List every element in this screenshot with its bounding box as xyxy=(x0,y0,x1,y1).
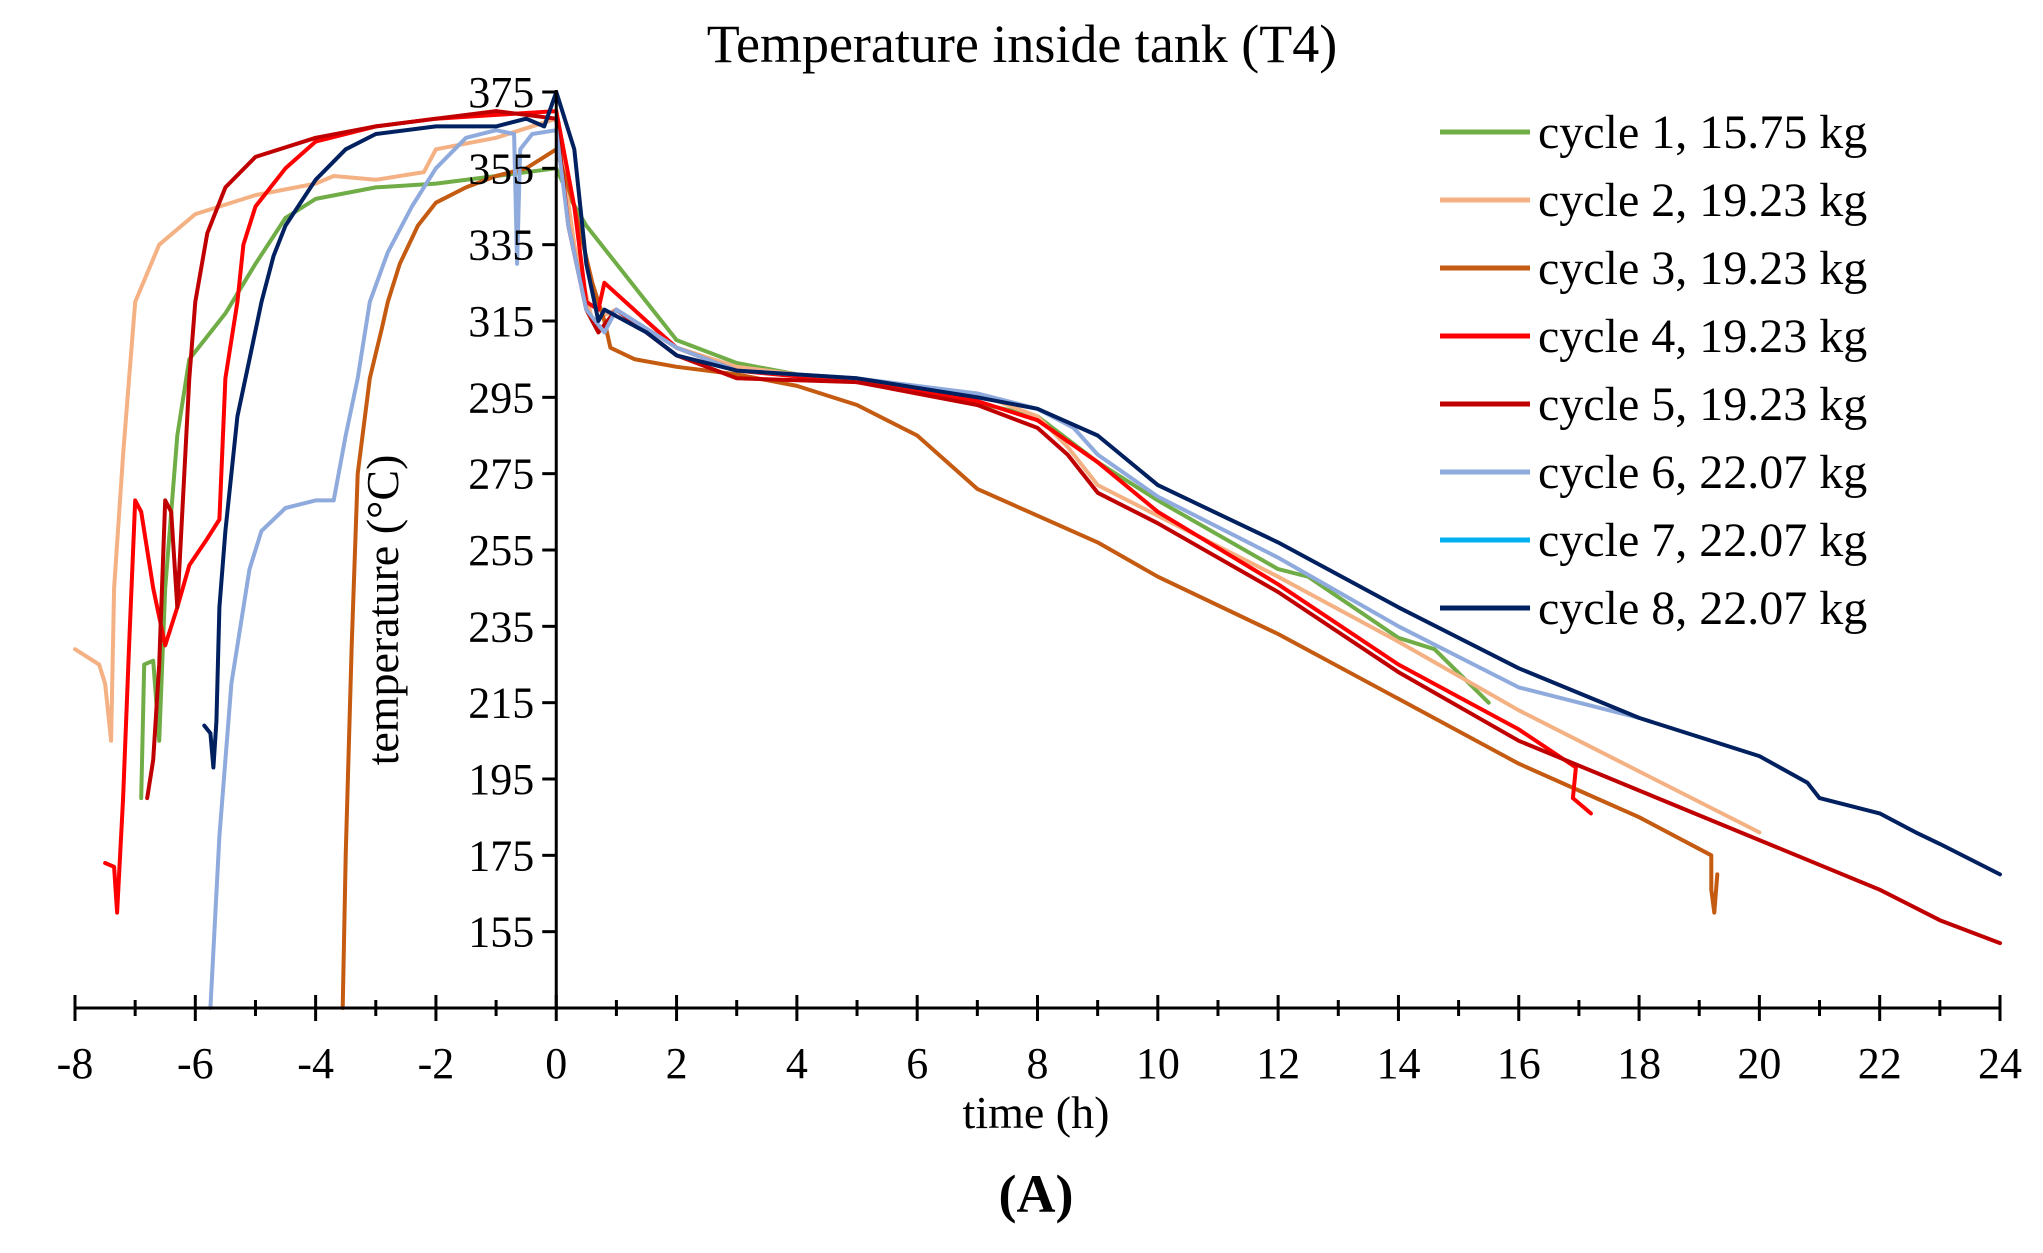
legend-label-cycle-7: cycle 7, 22.07 kg xyxy=(1538,514,1867,567)
series-layer xyxy=(73,90,2002,1010)
x-tick-label: 8 xyxy=(1027,1039,1049,1088)
y-tick-label: 255 xyxy=(468,526,534,575)
figure-caption: (A) xyxy=(999,1164,1074,1224)
x-tick-label: -8 xyxy=(57,1039,94,1088)
x-tick-label: -2 xyxy=(418,1039,455,1088)
legend-label-cycle-3: cycle 3, 19.23 kg xyxy=(1538,242,1867,295)
y-tick-label: 335 xyxy=(468,221,534,270)
x-tick-label: 18 xyxy=(1617,1039,1661,1088)
x-tick-label: 0 xyxy=(545,1039,567,1088)
x-tick-label: 20 xyxy=(1737,1039,1781,1088)
y-tick-label: 355 xyxy=(468,144,534,193)
axes-layer: -8 -6 -4 -2 0 2 4 6 8 10 12 14 16 18 20 22 2415517519521… xyxy=(57,68,2022,1088)
chart-title: Temperature inside tank (T4) xyxy=(707,14,1337,74)
y-axis-label: temperature (°C) xyxy=(357,455,408,766)
y-tick-label: 275 xyxy=(468,450,534,499)
x-tick-label: 10 xyxy=(1136,1039,1180,1088)
series-line-cycle-8 xyxy=(202,90,2002,877)
legend-label-cycle-8: cycle 8, 22.07 kg xyxy=(1538,582,1867,635)
legend-label-cycle-5: cycle 5, 19.23 kg xyxy=(1538,378,1867,431)
x-tick-label: 14 xyxy=(1376,1039,1420,1088)
y-tick-label: 315 xyxy=(468,297,534,346)
x-tick-label: 2 xyxy=(666,1039,688,1088)
y-tick-label: 215 xyxy=(468,679,534,728)
y-tick-label: 175 xyxy=(468,831,534,880)
x-tick-label: 24 xyxy=(1978,1039,2022,1088)
legend-label-cycle-2: cycle 2, 19.23 kg xyxy=(1538,174,1867,227)
legend-label-cycle-1: cycle 1, 15.75 kg xyxy=(1538,106,1867,159)
x-tick-label: 6 xyxy=(906,1039,928,1088)
legend-label-cycle-4: cycle 4, 19.23 kg xyxy=(1538,310,1867,363)
y-tick-label: 195 xyxy=(468,755,534,804)
series-line-cycle-2 xyxy=(73,116,1762,835)
x-tick-label: -6 xyxy=(177,1039,214,1088)
x-tick-label: 16 xyxy=(1497,1039,1541,1088)
y-tick-label: 155 xyxy=(468,908,534,957)
y-tick-label: 375 xyxy=(468,68,534,117)
legend: cycle 1, 15.75 kg cycle 2, 19.23 kg cycle … xyxy=(1440,106,1867,635)
x-tick-label: 22 xyxy=(1858,1039,1902,1088)
series-line-cycle-6 xyxy=(208,128,1642,1010)
y-tick-label: 235 xyxy=(468,602,534,651)
series-line-cycle-4 xyxy=(103,109,1593,915)
x-tick-label: -4 xyxy=(297,1039,334,1088)
x-tick-label: 4 xyxy=(786,1039,808,1088)
series-line-cycle-3 xyxy=(340,147,1720,1010)
legend-label-cycle-6: cycle 6, 22.07 kg xyxy=(1538,446,1867,499)
series-line-cycle-1 xyxy=(139,166,1491,801)
y-tick-label: 295 xyxy=(468,373,534,422)
x-tick-label: 12 xyxy=(1256,1039,1300,1088)
x-axis-label: time (h) xyxy=(963,1087,1110,1138)
